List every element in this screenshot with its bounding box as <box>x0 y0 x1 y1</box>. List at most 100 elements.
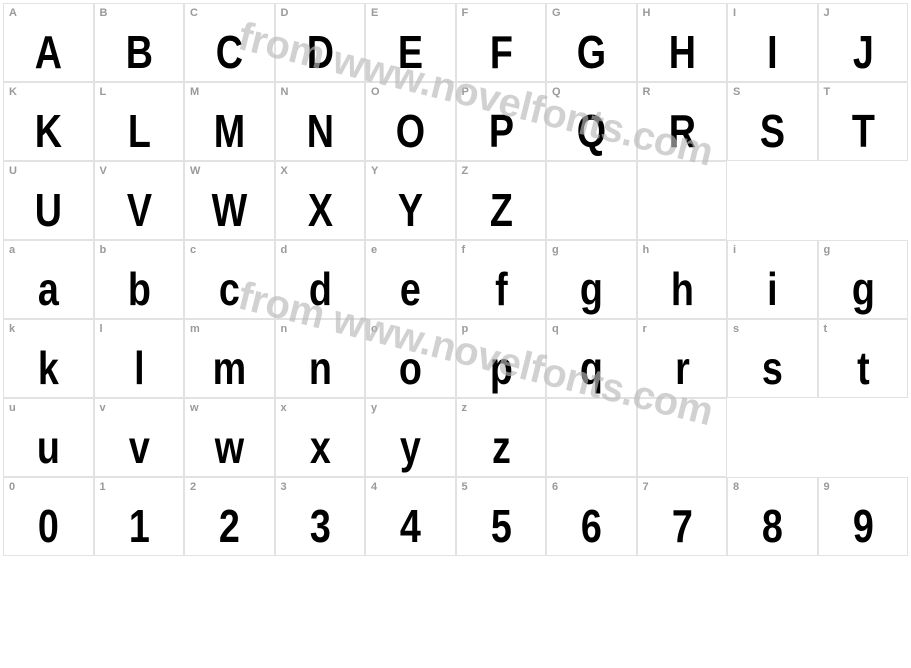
glyph-key: S <box>733 86 741 98</box>
glyph-display: 6 <box>581 503 601 549</box>
glyph-key: 3 <box>281 481 288 493</box>
glyph-key: f <box>462 244 466 256</box>
glyph-key: W <box>190 165 201 177</box>
glyph-display: 1 <box>129 503 149 549</box>
glyph-display: 3 <box>310 503 330 549</box>
glyph-display: a <box>38 266 58 312</box>
glyph-cell: zz <box>456 398 547 477</box>
glyph-cell: bb <box>94 240 185 319</box>
glyph-key: 0 <box>9 481 16 493</box>
glyph-cell: vv <box>94 398 185 477</box>
glyph-cell: AA <box>3 3 94 82</box>
glyph-display: c <box>219 266 239 312</box>
glyph-display: T <box>852 108 874 154</box>
glyph-display: J <box>853 29 873 75</box>
glyph-cell: EE <box>365 3 456 82</box>
glyph-display: k <box>38 345 58 391</box>
glyph-display: 9 <box>853 503 873 549</box>
glyph-key: T <box>824 86 831 98</box>
glyph-key: c <box>190 244 197 256</box>
glyph-key: a <box>9 244 16 256</box>
glyph-display: 4 <box>400 503 420 549</box>
glyph-display: I <box>767 29 777 75</box>
glyph-display: p <box>490 345 512 391</box>
glyph-cell: rr <box>637 319 728 398</box>
glyph-key: V <box>100 165 108 177</box>
glyph-cell: XX <box>275 161 366 240</box>
glyph-cell: FF <box>456 3 547 82</box>
glyph-display: D <box>307 29 333 75</box>
glyph-cell: CC <box>184 3 275 82</box>
glyph-key: Y <box>371 165 379 177</box>
glyph-display: Y <box>398 187 422 233</box>
glyph-display: z <box>492 424 510 470</box>
glyph-key: N <box>281 86 289 98</box>
glyph-key: g <box>552 244 559 256</box>
glyph-cell: ff <box>456 240 547 319</box>
glyph-cell: 44 <box>365 477 456 556</box>
glyph-display: r <box>675 345 689 391</box>
glyph-cell <box>727 161 818 240</box>
glyph-display: K <box>35 108 61 154</box>
glyph-display: b <box>128 266 150 312</box>
glyph-display: g <box>580 266 602 312</box>
glyph-cell: LL <box>94 82 185 161</box>
glyph-key: X <box>281 165 289 177</box>
glyph-key: B <box>100 7 108 19</box>
glyph-cell <box>727 398 818 477</box>
glyph-cell <box>546 161 637 240</box>
glyph-key: s <box>733 323 740 335</box>
glyph-key: E <box>371 7 379 19</box>
glyph-cell: TT <box>818 82 909 161</box>
glyph-cell: SS <box>727 82 818 161</box>
glyph-key: I <box>733 7 737 19</box>
glyph-cell <box>818 161 909 240</box>
glyph-display: m <box>213 345 246 391</box>
glyph-key: Q <box>552 86 561 98</box>
glyph-display: s <box>762 345 782 391</box>
glyph-key: p <box>462 323 469 335</box>
glyph-display: N <box>307 108 333 154</box>
glyph-key: O <box>371 86 380 98</box>
glyph-cell: 77 <box>637 477 728 556</box>
glyph-display: L <box>128 108 150 154</box>
glyph-key: A <box>9 7 17 19</box>
glyph-cell: 88 <box>727 477 818 556</box>
glyph-cell: NN <box>275 82 366 161</box>
glyph-cell: VV <box>94 161 185 240</box>
glyph-display: n <box>309 345 331 391</box>
glyph-key: h <box>643 244 650 256</box>
glyph-display: 2 <box>219 503 239 549</box>
glyph-cell: ii <box>727 240 818 319</box>
glyph-cell: ee <box>365 240 456 319</box>
glyph-display: e <box>400 266 420 312</box>
glyph-key: M <box>190 86 200 98</box>
glyph-display: B <box>126 29 152 75</box>
glyph-key: C <box>190 7 198 19</box>
glyph-display: A <box>35 29 61 75</box>
glyph-key: k <box>9 323 16 335</box>
glyph-cell: qq <box>546 319 637 398</box>
glyph-display: 5 <box>491 503 511 549</box>
glyph-cell: dd <box>275 240 366 319</box>
glyph-key: i <box>733 244 737 256</box>
glyph-key: q <box>552 323 559 335</box>
glyph-cell: WW <box>184 161 275 240</box>
glyph-key: L <box>100 86 107 98</box>
lowercase-chart-wrap: aabbccddeeffgghhiiggkkllmmnnooppqqrrsstt… <box>3 240 908 477</box>
glyph-key: n <box>281 323 288 335</box>
glyph-key: G <box>552 7 561 19</box>
glyph-display: H <box>669 29 695 75</box>
glyph-cell: BB <box>94 3 185 82</box>
lowercase-chart: aabbccddeeffgghhiiggkkllmmnnooppqqrrsstt… <box>3 240 908 477</box>
glyph-cell: ss <box>727 319 818 398</box>
glyph-display: i <box>767 266 777 312</box>
glyph-cell: pp <box>456 319 547 398</box>
glyph-display: l <box>134 345 144 391</box>
glyph-key: d <box>281 244 288 256</box>
glyph-display: O <box>396 108 425 154</box>
glyph-display: C <box>216 29 242 75</box>
glyph-cell: QQ <box>546 82 637 161</box>
glyph-key: m <box>190 323 200 335</box>
glyph-cell: nn <box>275 319 366 398</box>
